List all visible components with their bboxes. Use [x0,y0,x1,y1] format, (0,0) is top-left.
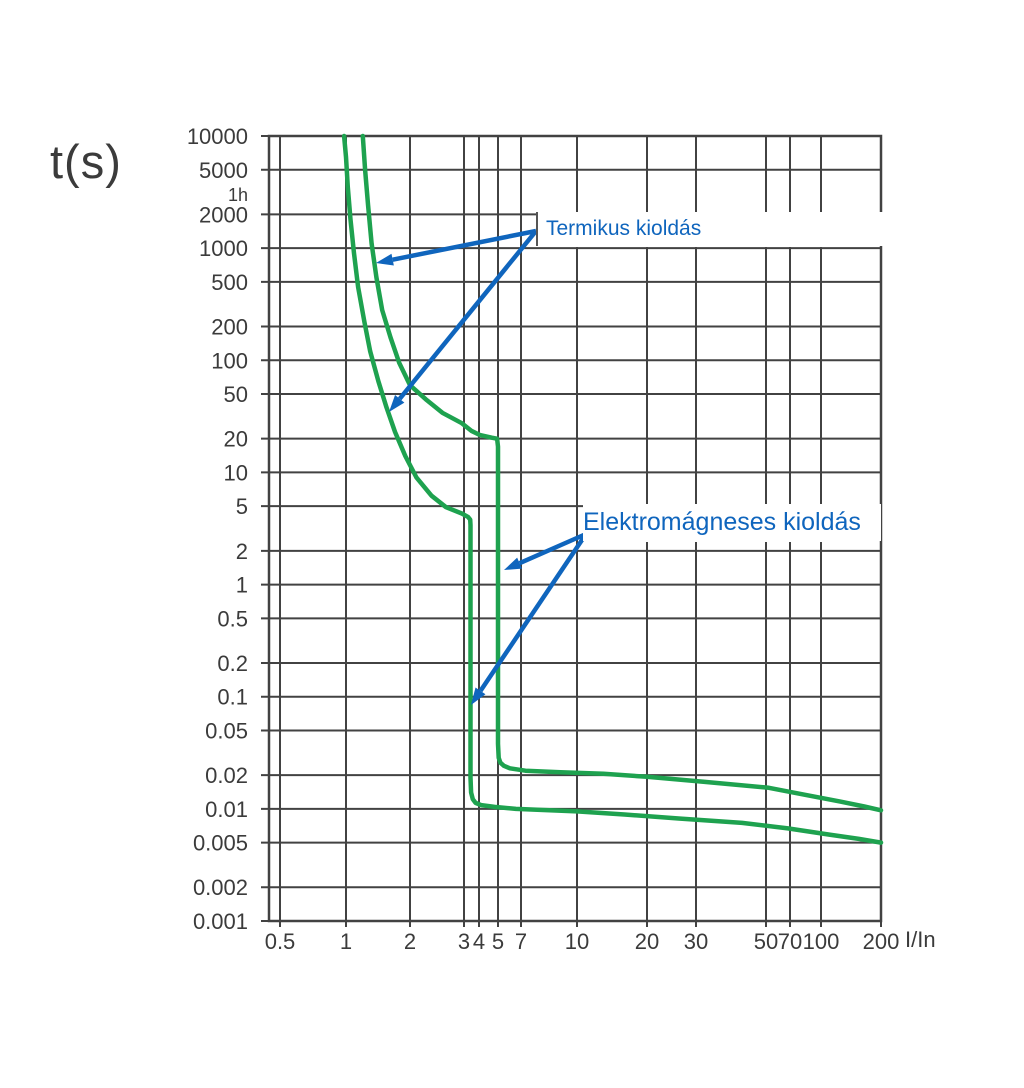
annotation-arrow-line [392,228,537,262]
x-tick-label: 0.5 [265,929,296,954]
one-hour-tick-label: 1h [227,185,248,205]
y-tick-label: 2000 [199,202,248,227]
y-tick-label: 0.2 [217,651,248,676]
x-tick-label: 10 [565,929,589,954]
x-tick-label: 1 [340,929,352,954]
x-tick-label: 2 [404,929,416,954]
arrowhead-icon [471,687,486,705]
y-tick-label: 0.005 [193,831,248,856]
y-tick-label: 5000 [199,158,248,183]
plot-border [267,134,883,923]
arrowhead-icon [389,395,405,412]
x-tick-label: 50 [754,929,778,954]
arrowhead-icon [376,253,394,266]
x-tick-label: 200 [863,929,900,954]
y-tick-label: 0.5 [217,606,248,631]
y-tick-label: 1000 [199,236,248,261]
x-tick-label: 3 [458,929,470,954]
lower-trip-curve [341,133,884,845]
y-tick-label: 0.1 [217,685,248,710]
x-tick-label: 7 [515,929,527,954]
y-tick-label: 100 [211,348,248,373]
upper-trip-curve [360,133,884,813]
annotation-arrow-line [478,532,588,693]
y-tick-label: 0.02 [205,763,248,788]
x-tick-label: 5 [492,929,504,954]
x-tick-label: 30 [684,929,708,954]
annotation-elektromagneses-label: Elektromágneses kioldás [583,504,881,541]
x-axis-unit-label: I/In [905,927,936,952]
x-tick-label: 70 [778,929,802,954]
y-tick-label: 50 [224,382,248,407]
y-tick-label: 5 [236,494,248,519]
y-tick-label: 500 [211,270,248,295]
x-tick-label: 100 [803,929,840,954]
y-tick-label: 20 [224,427,248,452]
y-tick-label: 2 [236,539,248,564]
annotation-arrow-line [397,229,538,401]
annotation-arrow-line [518,531,587,566]
x-tick-label: 4 [473,929,485,954]
y-tick-label: 1 [236,573,248,598]
x-tick-label: 20 [635,929,659,954]
y-tick-label: 0.001 [193,909,248,934]
arrowhead-icon [504,557,522,570]
y-tick-label: 10 [224,460,248,485]
y-tick-label: 0.01 [205,797,248,822]
y-tick-label: 10000 [187,124,248,149]
y-tick-label: 0.002 [193,875,248,900]
y-tick-label: 0.05 [205,718,248,743]
y-tick-label: 200 [211,315,248,340]
page-title: t(s) [50,135,122,188]
annotation-termikus-label: Termikus kioldás [536,212,883,246]
